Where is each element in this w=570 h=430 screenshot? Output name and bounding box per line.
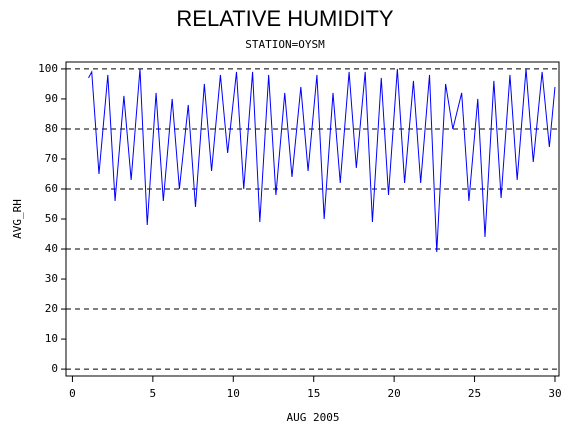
x-tick-label: 30 (548, 387, 561, 400)
data-line (88, 68, 556, 253)
y-tick-label: 60 (45, 182, 58, 195)
x-tick-label: 20 (388, 387, 401, 400)
y-tick-label: 0 (51, 362, 58, 375)
x-tick-label: 5 (150, 387, 157, 400)
y-tick-label: 10 (45, 332, 58, 345)
x-tick-label: 25 (468, 387, 481, 400)
y-tick-label: 100 (38, 62, 58, 75)
plot-frame (65, 61, 560, 377)
y-tick-label: 40 (45, 242, 58, 255)
y-axis-label: AVG_RH (11, 199, 24, 239)
y-tick-label: 80 (45, 122, 58, 135)
y-tick-label: 50 (45, 212, 58, 225)
y-tick-label: 70 (45, 152, 58, 165)
y-tick-label: 30 (45, 272, 58, 285)
x-tick-label: 10 (227, 387, 240, 400)
x-axis-label: AUG 2005 (287, 411, 340, 424)
chart-title: RELATIVE HUMIDITY (176, 6, 394, 31)
y-tick-label: 20 (45, 302, 58, 315)
x-tick-label: 0 (69, 387, 76, 400)
x-tick-label: 15 (307, 387, 320, 400)
chart-subtitle: STATION=OYSM (245, 38, 325, 51)
y-tick-label: 90 (45, 92, 58, 105)
